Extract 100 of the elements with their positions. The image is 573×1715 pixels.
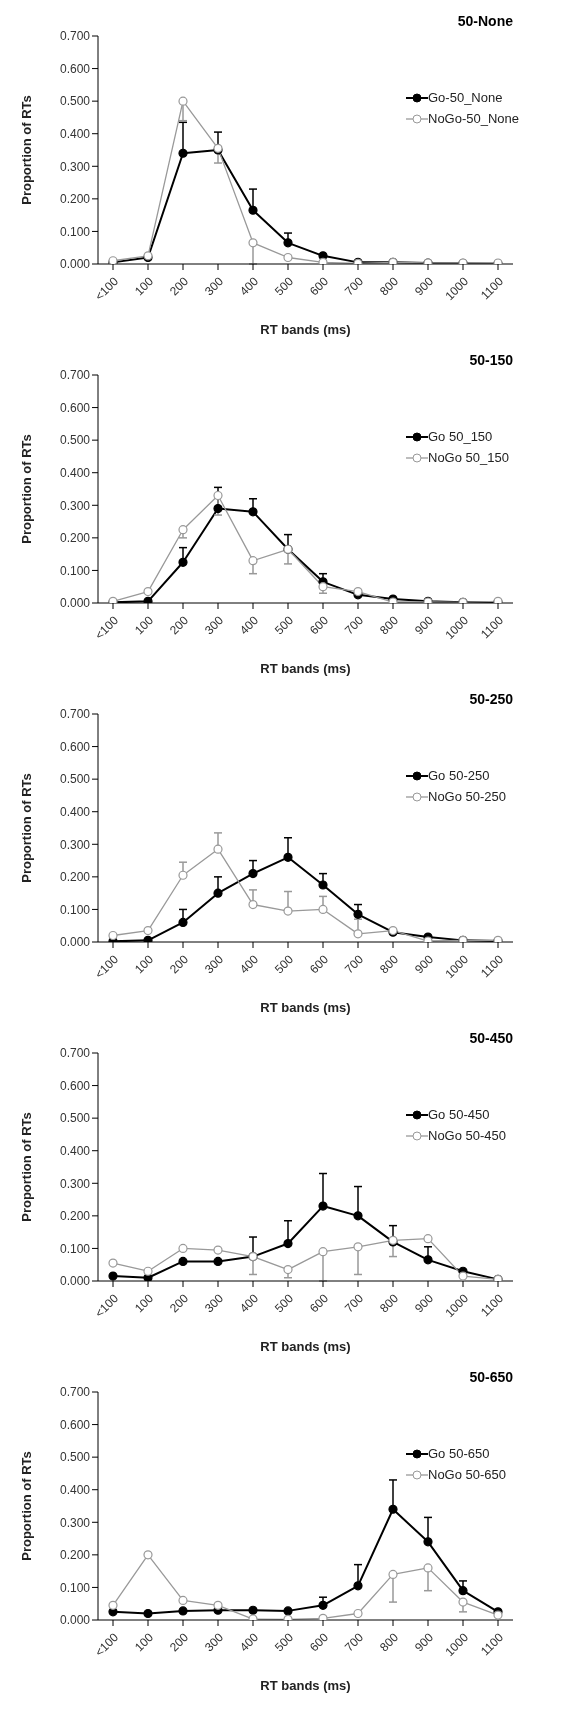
y-tick-label: 0.500 bbox=[59, 1111, 91, 1126]
y-tick-label: 0.300 bbox=[59, 837, 91, 852]
x-tick-label: 500 bbox=[272, 274, 297, 299]
chart-title: 50-150 bbox=[469, 352, 514, 368]
legend-label: Go 50-250 bbox=[428, 768, 490, 783]
x-tick-label: 800 bbox=[377, 952, 402, 977]
y-tick-label: 0.200 bbox=[59, 531, 91, 546]
x-axis-title: RT bands (ms) bbox=[260, 1000, 351, 1015]
chart-title: 50-250 bbox=[469, 691, 514, 707]
x-tick-label: 200 bbox=[167, 1630, 192, 1655]
y-tick-label: 0.000 bbox=[59, 596, 91, 611]
y-tick-label: 0.100 bbox=[59, 902, 91, 917]
x-tick-label: 800 bbox=[377, 274, 402, 299]
legend-label: Go 50-650 bbox=[428, 1446, 490, 1461]
x-tick-label: 500 bbox=[272, 1630, 297, 1655]
y-axis-title: Proportion of RTs bbox=[18, 95, 34, 205]
y-tick-label: 0.000 bbox=[59, 257, 91, 272]
x-tick-label: 900 bbox=[412, 1630, 437, 1655]
legend-label: Go-50_None bbox=[428, 90, 503, 105]
y-tick-label: 0.100 bbox=[59, 563, 91, 578]
y-tick-label: 0.400 bbox=[59, 1143, 91, 1158]
legend-label: Go 50-450 bbox=[428, 1107, 490, 1122]
x-tick-label: 600 bbox=[307, 613, 332, 638]
x-tick-label: 200 bbox=[167, 613, 192, 638]
y-tick-label: 0.400 bbox=[59, 465, 91, 480]
y-tick-label: 0.200 bbox=[59, 870, 91, 885]
x-tick-label: 600 bbox=[307, 1291, 332, 1316]
y-axis-title: Proportion of RTs bbox=[18, 1451, 34, 1561]
x-tick-label: 300 bbox=[202, 952, 227, 977]
x-tick-label: 700 bbox=[342, 613, 367, 638]
x-tick-label: 200 bbox=[167, 1291, 192, 1316]
x-tick-label: 100 bbox=[132, 1291, 157, 1316]
legend-label: NoGo 50-650 bbox=[428, 1467, 507, 1482]
y-tick-label: 0.300 bbox=[59, 498, 91, 513]
y-tick-label: 0.500 bbox=[59, 772, 91, 787]
x-tick-label: 400 bbox=[237, 1291, 262, 1316]
x-tick-label: 300 bbox=[202, 1630, 227, 1655]
legend-label: NoGo 50-250 bbox=[428, 789, 507, 804]
legend-label: Go 50_150 bbox=[428, 429, 493, 444]
y-tick-label: 0.200 bbox=[59, 1548, 91, 1563]
y-tick-label: 0.100 bbox=[59, 1241, 91, 1256]
y-tick-label: 0.600 bbox=[59, 400, 91, 415]
x-tick-label: 800 bbox=[377, 1630, 402, 1655]
y-tick-label: 0.600 bbox=[59, 1078, 91, 1093]
x-tick-label: 500 bbox=[272, 952, 297, 977]
x-tick-label: 500 bbox=[272, 613, 297, 638]
y-tick-label: 0.300 bbox=[59, 1515, 91, 1530]
y-tick-label: 0.700 bbox=[59, 29, 91, 44]
x-axis-title: RT bands (ms) bbox=[260, 1339, 351, 1354]
x-tick-label: 100 bbox=[132, 613, 157, 638]
y-axis-title: Proportion of RTs bbox=[18, 1112, 34, 1222]
x-tick-label: 200 bbox=[167, 274, 192, 299]
x-tick-label: 100 bbox=[132, 1630, 157, 1655]
x-tick-label: 500 bbox=[272, 1291, 297, 1316]
legend-label: NoGo 50-450 bbox=[428, 1128, 507, 1143]
x-tick-label: 300 bbox=[202, 613, 227, 638]
y-tick-label: 0.000 bbox=[59, 935, 91, 950]
x-tick-label: 700 bbox=[342, 274, 367, 299]
x-tick-label: 700 bbox=[342, 1630, 367, 1655]
x-tick-label: 900 bbox=[412, 1291, 437, 1316]
y-tick-label: 0.600 bbox=[59, 1417, 91, 1432]
x-tick-label: 400 bbox=[237, 613, 262, 638]
y-tick-label: 0.300 bbox=[59, 159, 91, 174]
x-tick-label: 900 bbox=[412, 613, 437, 638]
x-tick-label: 800 bbox=[377, 613, 402, 638]
y-tick-label: 0.200 bbox=[59, 192, 91, 207]
y-axis-title: Proportion of RTs bbox=[18, 434, 34, 544]
x-axis-title: RT bands (ms) bbox=[260, 661, 351, 676]
chart-title: 50-None bbox=[457, 13, 514, 29]
y-tick-label: 0.500 bbox=[59, 1450, 91, 1465]
y-tick-label: 0.100 bbox=[59, 224, 91, 239]
y-tick-label: 0.000 bbox=[59, 1613, 91, 1628]
x-tick-label: 600 bbox=[307, 1630, 332, 1655]
chart-title: 50-650 bbox=[469, 1369, 514, 1385]
y-tick-label: 0.400 bbox=[59, 804, 91, 819]
x-tick-label: 300 bbox=[202, 1291, 227, 1316]
y-axis-title: Proportion of RTs bbox=[18, 773, 34, 883]
y-tick-label: 0.600 bbox=[59, 739, 91, 754]
y-tick-label: 0.100 bbox=[59, 1580, 91, 1595]
y-tick-label: 0.700 bbox=[59, 707, 91, 722]
y-tick-label: 0.200 bbox=[59, 1209, 91, 1224]
x-tick-label: 300 bbox=[202, 274, 227, 299]
y-tick-label: 0.700 bbox=[59, 368, 91, 383]
y-tick-label: 0.400 bbox=[59, 1482, 91, 1497]
x-tick-label: 600 bbox=[307, 952, 332, 977]
chart-title: 50-450 bbox=[469, 1030, 514, 1046]
y-tick-label: 0.000 bbox=[59, 1274, 91, 1289]
y-tick-label: 0.400 bbox=[59, 126, 91, 141]
x-tick-label: 400 bbox=[237, 952, 262, 977]
y-tick-label: 0.600 bbox=[59, 61, 91, 76]
x-tick-label: 200 bbox=[167, 952, 192, 977]
x-tick-label: 700 bbox=[342, 1291, 367, 1316]
x-axis-title: RT bands (ms) bbox=[260, 1678, 351, 1693]
x-tick-label: 600 bbox=[307, 274, 332, 299]
x-tick-label: 400 bbox=[237, 274, 262, 299]
y-tick-label: 0.300 bbox=[59, 1176, 91, 1191]
legend-label: NoGo-50_None bbox=[428, 111, 520, 126]
x-tick-label: 900 bbox=[412, 952, 437, 977]
x-tick-label: 900 bbox=[412, 274, 437, 299]
x-tick-label: 100 bbox=[132, 952, 157, 977]
